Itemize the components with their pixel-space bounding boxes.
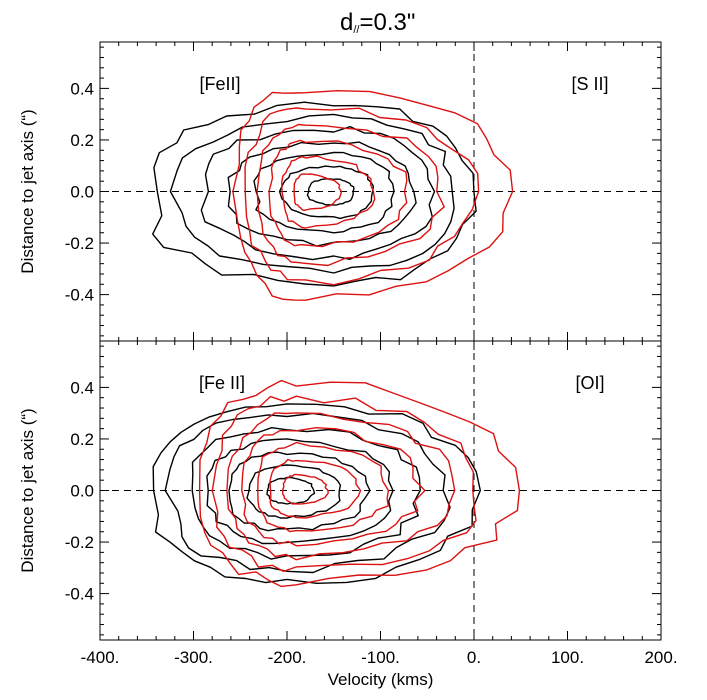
y-tick-label: -0.2 bbox=[65, 533, 94, 552]
contour-level bbox=[227, 141, 417, 247]
contour-level bbox=[293, 173, 343, 212]
panel-1: -0.4 -0.2 0.0 0.2 0.4 Distance to jet axis (“… bbox=[18, 41, 662, 342]
contour-level bbox=[268, 139, 408, 248]
y-tick-label: 0.2 bbox=[70, 430, 94, 449]
contour-level bbox=[246, 464, 342, 519]
contour-level bbox=[269, 458, 362, 519]
species-label: [OI] bbox=[575, 373, 604, 393]
contour-level bbox=[226, 412, 456, 561]
x-tick-label: 100. bbox=[551, 648, 584, 667]
species-label: [Fe II] bbox=[199, 373, 245, 393]
contour-level bbox=[232, 89, 514, 301]
y-axis-label: Distance to jet axis (“) bbox=[18, 408, 37, 572]
y-tick-label: -0.2 bbox=[65, 234, 94, 253]
contour-level bbox=[151, 101, 477, 287]
contour-series-black bbox=[152, 403, 481, 584]
contour-level bbox=[169, 113, 455, 274]
contour-level bbox=[281, 473, 329, 505]
y-tick-label: -0.4 bbox=[65, 286, 94, 305]
contour-level bbox=[228, 451, 371, 532]
contour-level bbox=[200, 125, 436, 261]
contour-series-black bbox=[151, 101, 477, 287]
species-label: [FeII] bbox=[199, 74, 240, 94]
x-tick-label: 200. bbox=[644, 648, 677, 667]
contour-level bbox=[253, 151, 395, 234]
contour-level bbox=[278, 165, 375, 220]
contour-level bbox=[306, 178, 355, 206]
panel-2: -0.4 -0.2 0.0 0.2 0.4 -400. -300. -200. -100. 0. 1… bbox=[18, 340, 678, 689]
contour-level bbox=[281, 155, 376, 229]
y-tick-label: 0.4 bbox=[70, 378, 94, 397]
y-tick-label: 0.0 bbox=[70, 482, 94, 501]
y-tick-label: 0.0 bbox=[70, 183, 94, 202]
species-label: [S II] bbox=[571, 74, 608, 94]
contour-level bbox=[240, 427, 426, 547]
x-tick-label: -400. bbox=[81, 648, 120, 667]
contour-level bbox=[206, 438, 394, 545]
contour-level bbox=[211, 395, 477, 573]
contour-level bbox=[257, 441, 390, 533]
contour-level bbox=[266, 476, 316, 505]
y-tick-label: -0.4 bbox=[65, 585, 94, 604]
x-tick-label: -300. bbox=[174, 648, 213, 667]
x-tick-label: -200. bbox=[268, 648, 307, 667]
x-tick-label: -100. bbox=[361, 648, 400, 667]
y-tick-label: 0.2 bbox=[70, 131, 94, 150]
contour-series-red bbox=[232, 89, 514, 301]
contour-level bbox=[244, 107, 480, 286]
x-axis-label: Velocity (kms) bbox=[328, 670, 434, 689]
y-axis-label: Distance to jet axis (“) bbox=[18, 109, 37, 273]
contour-level bbox=[256, 123, 445, 267]
x-tick-label: 0. bbox=[467, 648, 481, 667]
contour-series-red bbox=[198, 379, 521, 588]
contour-level bbox=[164, 412, 451, 574]
contour-level bbox=[198, 379, 521, 588]
y-tick-label: 0.4 bbox=[70, 79, 94, 98]
chart-title: d//=0.3" bbox=[340, 9, 415, 36]
